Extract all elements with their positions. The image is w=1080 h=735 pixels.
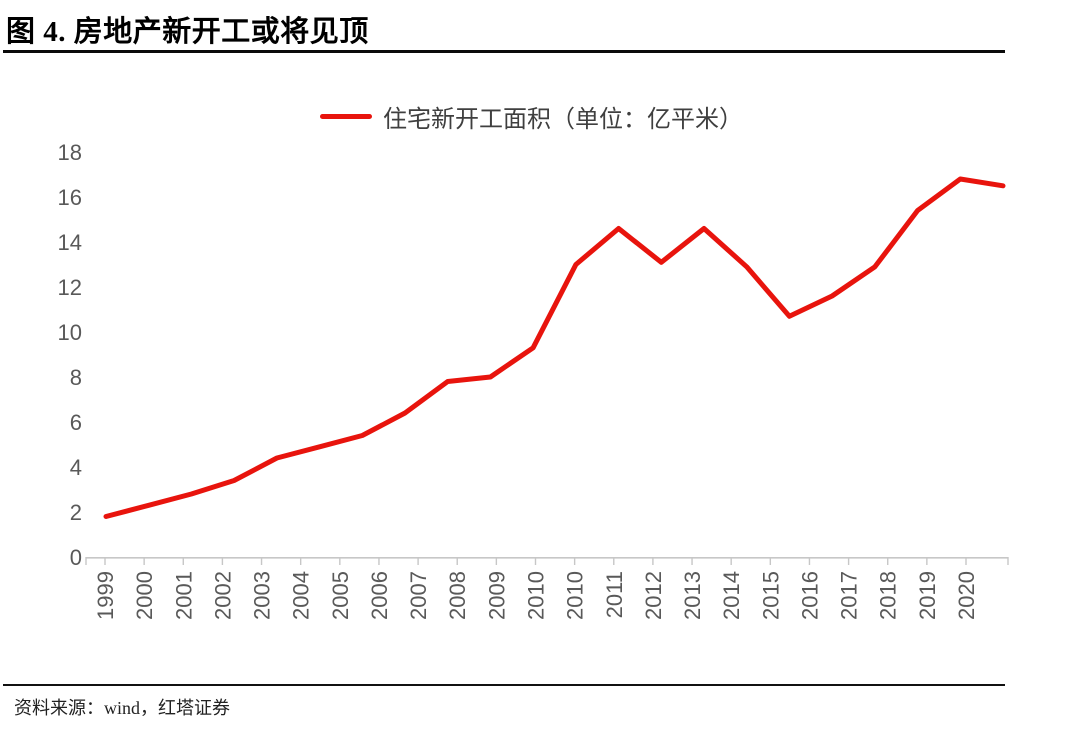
x-axis-tick-label: 2006	[367, 571, 392, 620]
x-axis-tick-label: 2016	[797, 571, 822, 620]
legend-line-swatch	[320, 113, 372, 120]
x-axis-tick-label: 2013	[680, 571, 705, 620]
x-axis-tick-label: 2015	[758, 571, 783, 620]
y-axis-tick-label: 10	[58, 320, 82, 345]
x-axis-tick-label: 2003	[250, 571, 275, 620]
x-axis-tick-label: 2010	[524, 571, 549, 620]
x-axis-tick-label: 2020	[954, 571, 979, 620]
source-note: 资料来源：wind，红塔证券	[14, 698, 230, 718]
legend-label: 住宅新开工面积（单位：亿平米）	[383, 106, 743, 133]
x-axis-tick-label: 2005	[328, 571, 353, 620]
x-axis-tick-label: 1999	[93, 571, 118, 620]
y-axis-tick-label: 18	[58, 140, 82, 165]
x-axis-tick-label: 2008	[445, 571, 470, 620]
x-axis-tick-label: 2007	[406, 571, 431, 620]
y-axis-tick-label: 12	[58, 275, 82, 300]
x-axis-tick-label: 2012	[641, 571, 666, 620]
footer-divider	[3, 684, 1005, 686]
y-axis-tick-label: 0	[70, 545, 82, 570]
x-axis-tick-label: 2000	[132, 571, 157, 620]
y-axis-tick-label: 6	[70, 410, 82, 435]
y-axis-tick-label: 4	[70, 455, 82, 480]
x-axis-tick-label: 2011	[602, 571, 627, 618]
figure-title: 图 4. 房地产新开工或将见顶	[6, 16, 369, 48]
series-line	[103, 176, 1006, 519]
x-axis-tick-label: 2004	[289, 571, 314, 620]
x-axis-tick-label: 2014	[719, 571, 744, 620]
x-axis-tick-label: 2017	[837, 571, 862, 620]
x-axis-tick-label: 2010	[563, 571, 588, 620]
x-axis-tick-label: 2018	[876, 571, 901, 620]
y-axis-tick-label: 2	[70, 500, 82, 525]
chart-legend: 住宅新开工面积（单位：亿平米）	[320, 99, 743, 134]
x-axis-tick-label: 2002	[210, 571, 235, 620]
x-axis-tick-label: 2001	[171, 571, 196, 620]
x-axis-tick-label: 2009	[484, 571, 509, 620]
y-axis-tick-label: 8	[70, 365, 82, 390]
y-axis-tick-label: 14	[58, 230, 82, 255]
y-axis-tick-label: 16	[58, 185, 82, 210]
x-axis-tick-label: 2019	[915, 571, 940, 620]
title-divider	[3, 50, 1005, 53]
